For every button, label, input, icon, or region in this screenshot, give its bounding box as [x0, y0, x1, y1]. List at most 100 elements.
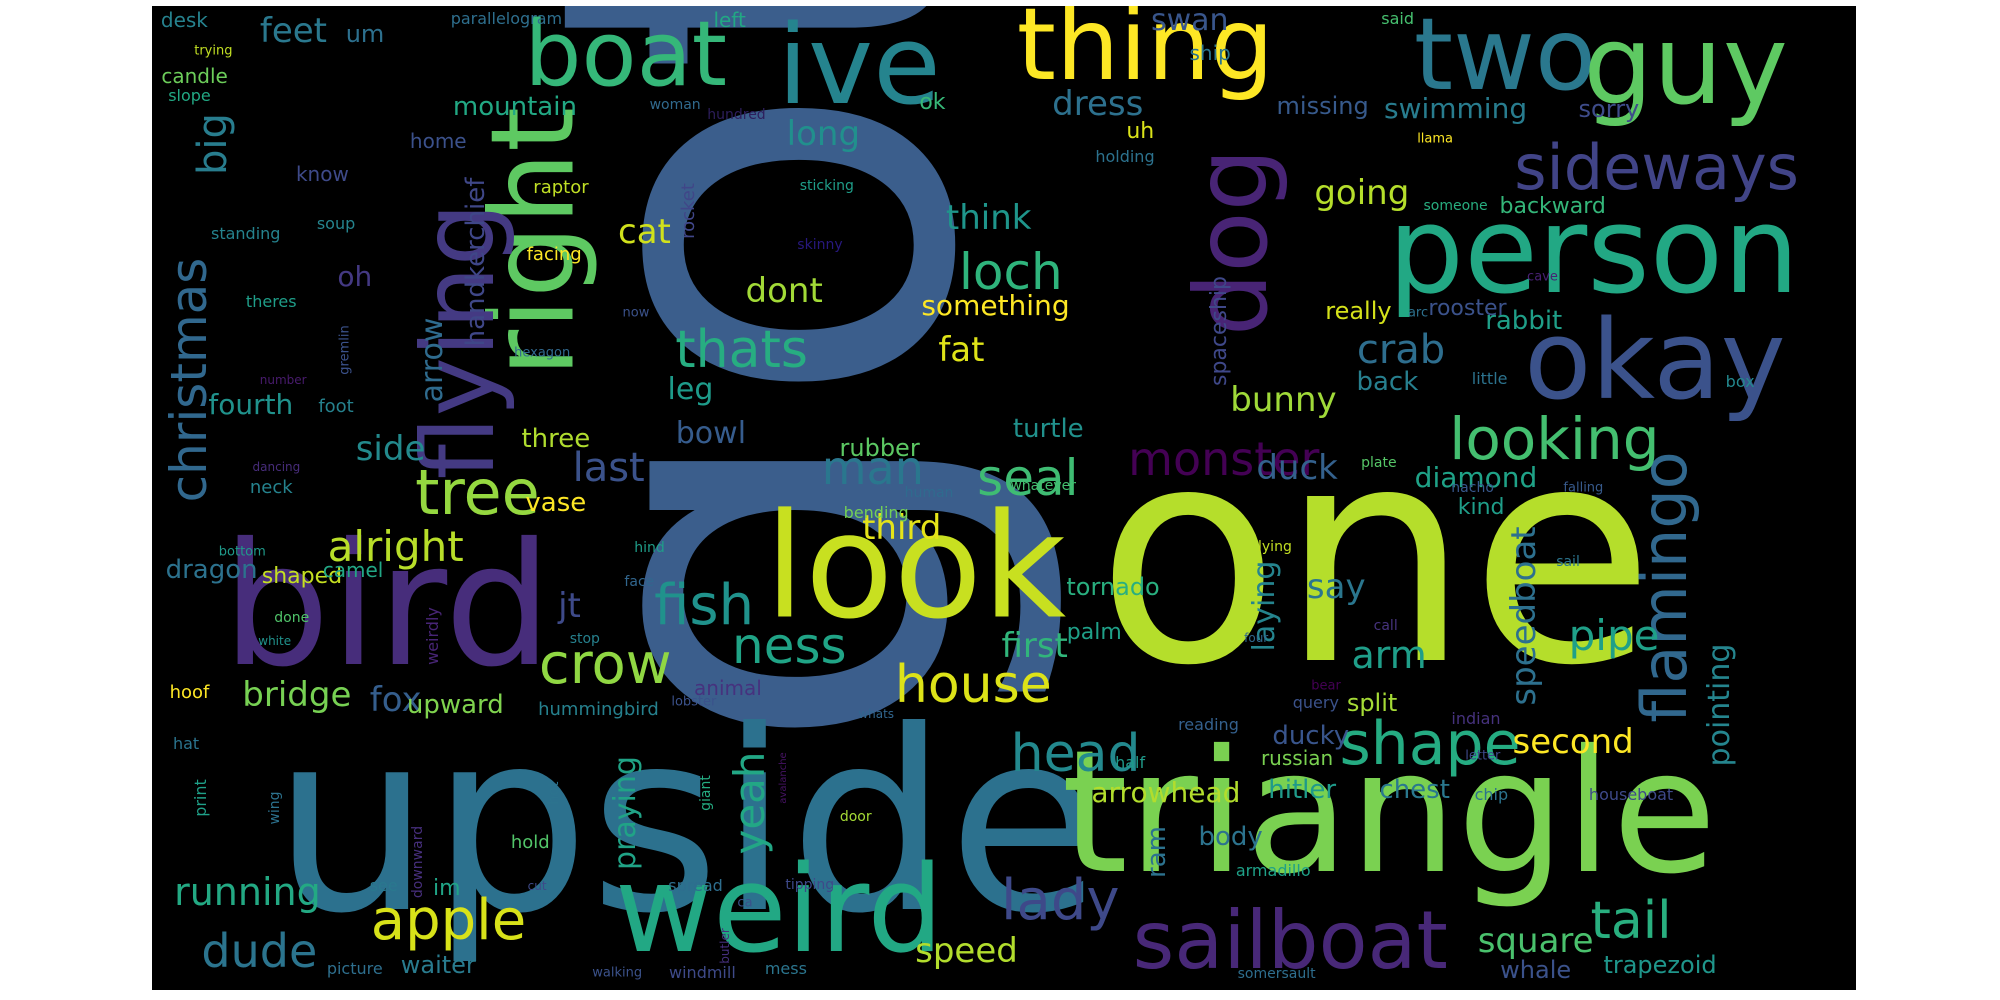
- word-weirdly: weirdly: [423, 606, 443, 665]
- word-square: square: [1477, 920, 1594, 961]
- word-ness: ness: [732, 616, 847, 675]
- word-candle: candle: [161, 63, 228, 88]
- word-armadillo: armadillo: [1235, 860, 1311, 880]
- word-houseboat: houseboat: [1588, 785, 1674, 805]
- word-half: half: [1115, 752, 1146, 772]
- word-bridge: bridge: [242, 674, 352, 715]
- word-animal: animal: [694, 675, 762, 700]
- word-two: two: [1413, 6, 1597, 114]
- word-mess: mess: [764, 959, 807, 979]
- word-apple: apple: [370, 888, 527, 954]
- word-butler: butler: [717, 927, 732, 964]
- word-lying: lying: [1258, 539, 1292, 556]
- word-dude: dude: [201, 923, 318, 978]
- word-weird: weird: [614, 841, 944, 981]
- word-palm: palm: [1066, 619, 1122, 645]
- word-know: know: [295, 162, 349, 187]
- word-duck: duck: [1256, 448, 1338, 489]
- word-walking: walking: [592, 965, 643, 981]
- word-done: done: [274, 610, 310, 627]
- word-chip: chip: [1474, 785, 1509, 805]
- word-head: head: [1010, 723, 1141, 784]
- word-ram: ram: [1142, 826, 1173, 879]
- word-holding: holding: [1095, 146, 1155, 166]
- word-jt: jt: [558, 586, 581, 627]
- word-arm: arm: [1351, 633, 1427, 678]
- word-reading: reading: [1178, 715, 1239, 735]
- word-triangle: triangle: [1061, 713, 1717, 912]
- word-rooster: rooster: [1428, 296, 1507, 322]
- word-turtle: turtle: [1012, 414, 1084, 445]
- word-fish: fish: [654, 573, 755, 639]
- word-hoof: hoof: [169, 681, 210, 703]
- word-bending: bending: [843, 502, 909, 522]
- word-bird: bird: [222, 507, 553, 706]
- word-hummingbird: hummingbird: [538, 698, 659, 720]
- word-said: said: [1381, 8, 1414, 28]
- word-really: really: [1325, 297, 1392, 326]
- word-query: query: [1292, 692, 1339, 712]
- word-dancing: dancing: [252, 459, 301, 474]
- word-four: four: [1244, 630, 1269, 645]
- word-facing: facing: [526, 243, 582, 265]
- word-look: look: [764, 482, 1067, 652]
- word-kind: kind: [1457, 494, 1505, 520]
- word-dog: dog: [1173, 148, 1291, 337]
- word-say: say: [1306, 566, 1366, 607]
- word-one: one: [1096, 382, 1655, 732]
- word-human: human: [904, 485, 954, 502]
- word-person: person: [1387, 182, 1800, 321]
- word-vase: vase: [525, 487, 587, 518]
- word-pointing: pointing: [1701, 643, 1737, 767]
- word-foot: foot: [318, 396, 354, 418]
- word-plate: plate: [1361, 454, 1397, 471]
- word-monster: monster: [1128, 431, 1320, 486]
- word-tipping: tipping: [785, 876, 835, 893]
- word-indian: indian: [1451, 709, 1501, 729]
- word-trapezoid: trapezoid: [1603, 951, 1717, 980]
- word-sticking: sticking: [799, 178, 854, 195]
- word-swimming: swimming: [1383, 92, 1528, 126]
- word-arrow: arrow: [415, 317, 451, 403]
- word-ive: ive: [777, 6, 941, 130]
- word-giant: giant: [697, 775, 714, 812]
- word-im: im: [433, 875, 461, 901]
- word-hitler: hitler: [1268, 775, 1337, 806]
- word-nacho: nacho: [1451, 480, 1494, 497]
- word-face: face: [624, 573, 655, 590]
- word-rocket: rocket: [677, 182, 699, 239]
- word-going: going: [1314, 172, 1410, 213]
- word-theres: theres: [245, 292, 297, 312]
- word-avalanche: avalanche: [778, 752, 790, 805]
- word-guy: guy: [1583, 6, 1788, 130]
- word-upward: upward: [406, 689, 504, 720]
- word-tail: tail: [1590, 891, 1672, 952]
- word-see: see: [369, 875, 398, 895]
- word-number: number: [259, 372, 307, 387]
- word-running: running: [174, 869, 321, 914]
- word-cat: cat: [618, 212, 671, 253]
- word-ok: ok: [919, 90, 946, 116]
- word-man: man: [821, 441, 924, 496]
- word-dont: dont: [745, 271, 823, 312]
- word-split: split: [1346, 688, 1398, 717]
- word-yeah: yeah: [725, 751, 775, 855]
- word-tornado: tornado: [1066, 572, 1160, 601]
- word-seal: seal: [977, 449, 1079, 508]
- word-falling: falling: [1563, 480, 1604, 496]
- word-alright: alright: [327, 522, 464, 572]
- word-last: last: [572, 445, 645, 492]
- word-back: back: [1356, 366, 1419, 397]
- word-loch: loch: [958, 242, 1063, 301]
- word-gremlin: gremlin: [337, 325, 353, 376]
- word-russian: russian: [1260, 745, 1334, 770]
- word-speed: speed: [915, 930, 1018, 971]
- word-call: call: [1373, 617, 1398, 634]
- word-llama: llama: [1417, 131, 1454, 147]
- word-chest: chest: [1379, 775, 1450, 806]
- word-ducky: ducky: [1272, 721, 1350, 752]
- word-spaceship: spaceship: [1207, 275, 1233, 386]
- word-bottom: bottom: [218, 544, 266, 560]
- word-hot: hot: [546, 781, 563, 805]
- word-standing: standing: [210, 224, 281, 244]
